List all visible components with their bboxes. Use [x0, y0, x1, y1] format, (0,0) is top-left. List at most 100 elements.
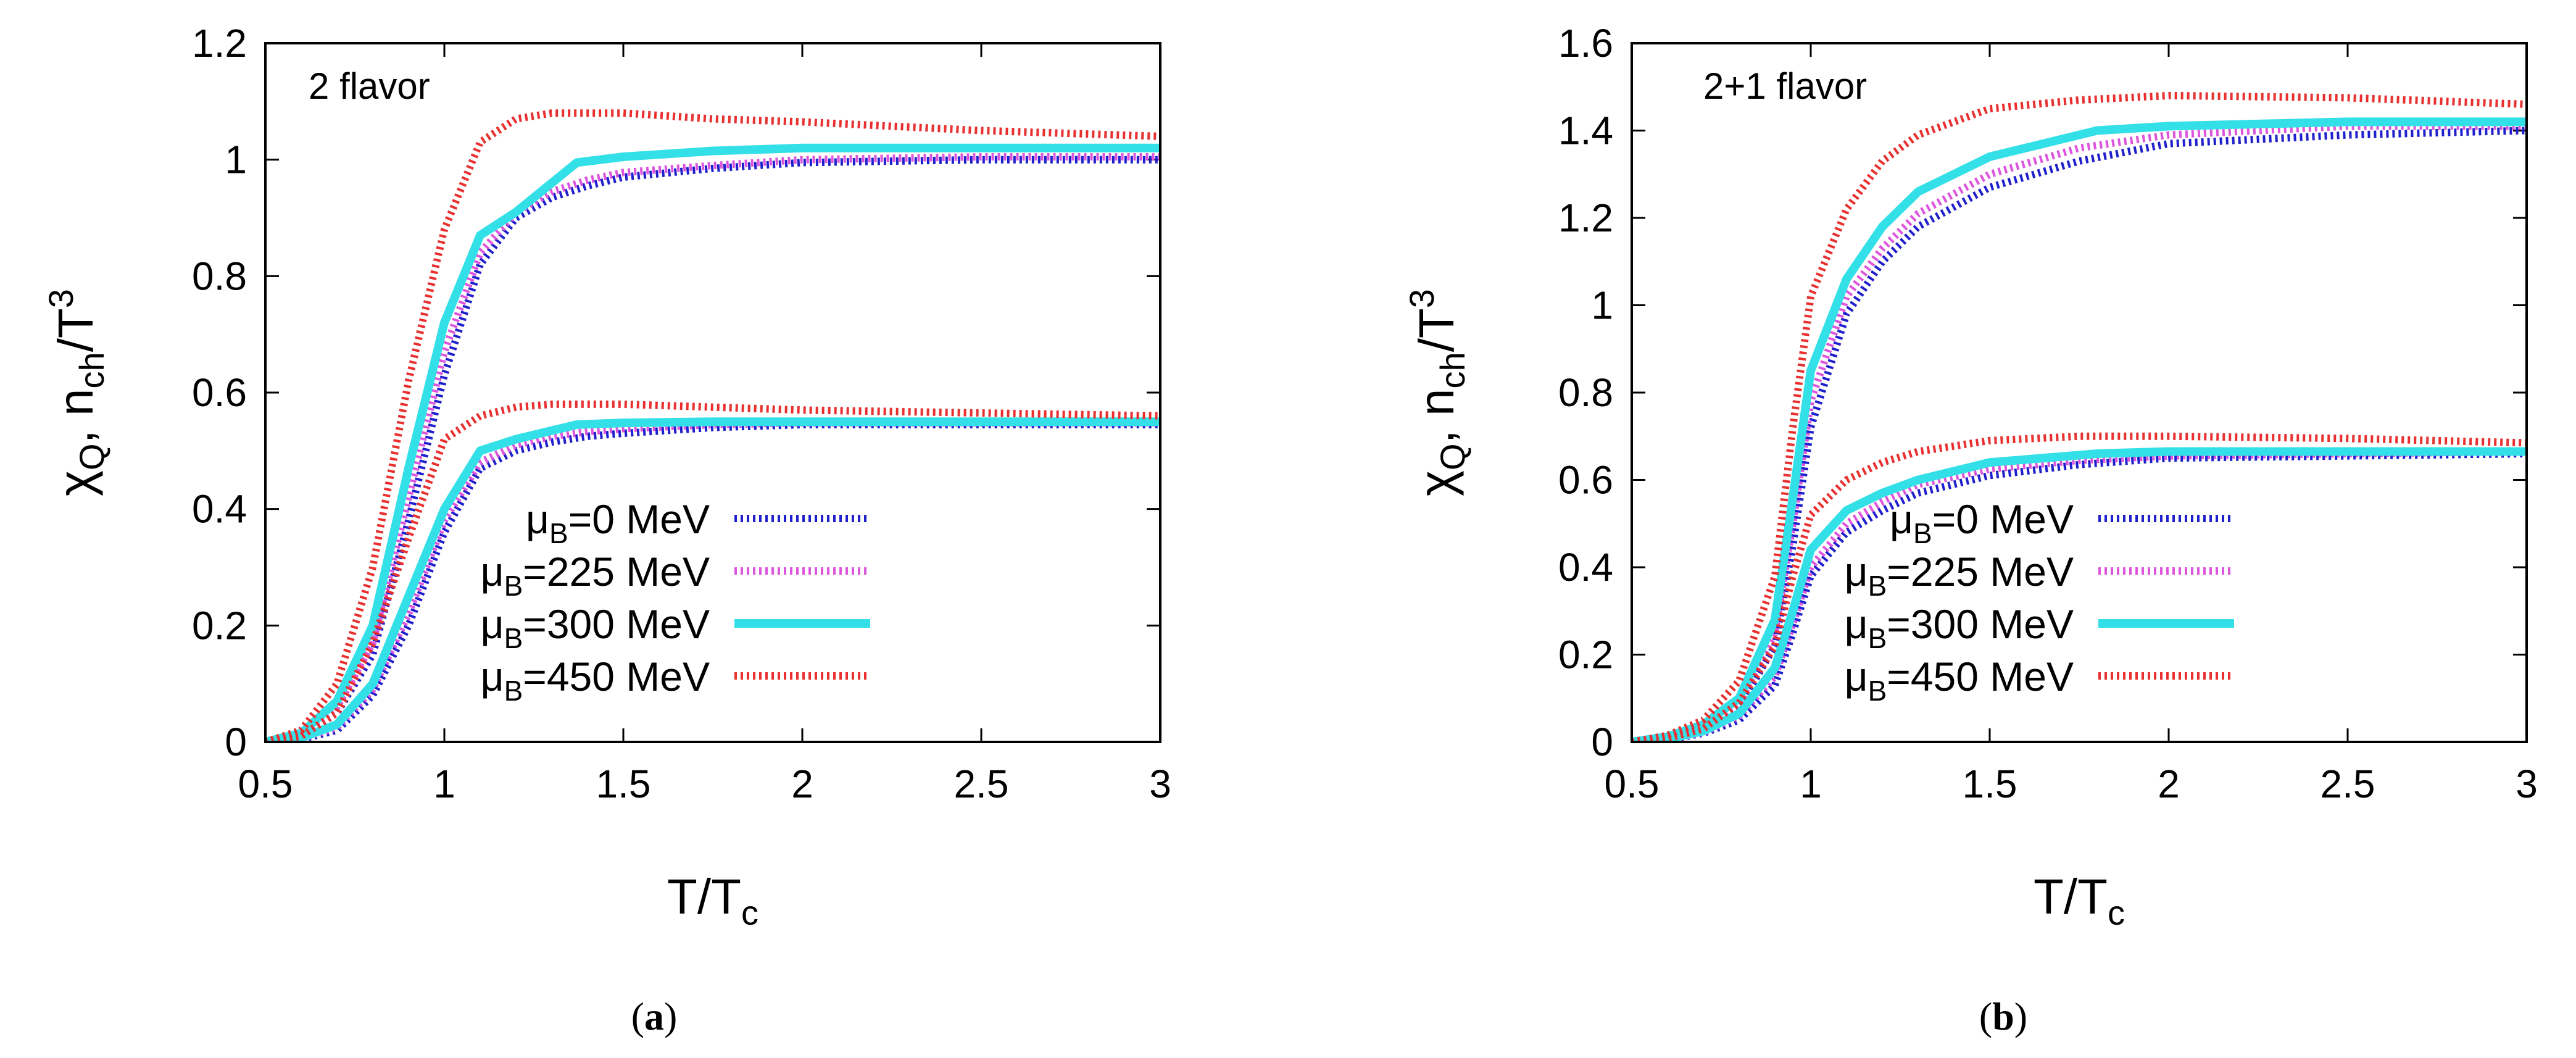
x-tick-label: 3: [2516, 762, 2538, 806]
y-tick-label: 0.2: [1558, 633, 1613, 677]
legend-mu: μ: [1845, 654, 1868, 699]
legend-sub: B: [1913, 517, 1932, 549]
legend-sub: B: [1868, 622, 1887, 654]
legend-label: μB=300 MeV: [1845, 601, 2074, 654]
axis-ticks: 0.5 1 1.5 2 2.5 3 0 0.2 0.4 0.6 0.8 1 1.2: [192, 21, 1171, 806]
series-line-3-upper: [1632, 91, 2527, 742]
y-label-tail: /T: [48, 308, 103, 352]
x-tick-label: 2.5: [954, 762, 1009, 806]
x-tick-label: 3: [1149, 762, 1171, 806]
y-label-chi: χ: [1409, 470, 1464, 496]
legend-label: μB=225 MeV: [1845, 549, 2074, 602]
legend-mu: μ: [1845, 549, 1868, 594]
plot-frame: [264, 42, 1161, 743]
panel-caption-letter: a: [644, 994, 664, 1038]
series-line-1-upper: [265, 153, 1160, 742]
y-tick-label: 0: [1591, 720, 1613, 764]
legend-rest: =450 MeV: [523, 654, 710, 699]
legend-rest: =225 MeV: [523, 549, 710, 594]
legend-sub: B: [504, 622, 523, 654]
svg-text:χQ, nch/T3: χQ, nch/T3: [41, 289, 111, 496]
legend-sub: B: [1868, 570, 1887, 602]
legend-sub: B: [549, 517, 568, 549]
legend-label: μB=0 MeV: [526, 496, 710, 549]
x-axis-label: T/Tc: [2034, 869, 2125, 932]
y-axis-label: χQ, nch/T3: [41, 289, 111, 496]
y-label-sup: 3: [41, 289, 80, 308]
x-tick-label: 0.5: [1605, 762, 1660, 806]
legend-label: μB=0 MeV: [1890, 496, 2074, 549]
panel-caption-b: (b): [1979, 994, 2027, 1038]
x-tick-label: 1: [1800, 762, 1822, 806]
series-line-3-lower: [265, 400, 1160, 742]
series-lines: [265, 109, 1160, 742]
series-line-2-upper: [265, 143, 1160, 742]
y-tick-label: 1.2: [1558, 196, 1613, 240]
chart-panel-b: 0.5 1 1.5 2 2.5 3 0 0.2 0.4 0.6 0.8 1 1.2 1.4 1.6 2+1 …: [1402, 21, 2538, 1038]
series-line-2-upper: [1632, 117, 2527, 742]
y-tick-label: 0.4: [1558, 545, 1613, 589]
plot-frame: [1631, 42, 2528, 743]
series-line-0-upper: [265, 156, 1160, 742]
y-tick-label: 0.8: [1558, 370, 1613, 415]
x-label-main: T/T: [667, 869, 741, 924]
x-tick-label: 2.5: [2320, 762, 2375, 806]
series-line-0-lower: [265, 420, 1160, 742]
axis-ticks: 0.5 1 1.5 2 2.5 3 0 0.2 0.4 0.6 0.8 1 1.2 1.4 1.6: [1558, 21, 2538, 806]
y-tick-label: 0: [225, 720, 247, 764]
y-label-chi: χ: [48, 470, 103, 496]
x-label-main: T/T: [2034, 869, 2108, 924]
y-tick-label: 0.6: [192, 370, 247, 415]
legend-rest: =225 MeV: [1887, 549, 2074, 594]
legend-rest: =300 MeV: [1887, 601, 2074, 647]
series-line-3-upper: [265, 109, 1160, 742]
legend-mu: μ: [1890, 496, 1913, 542]
legend-sub: B: [1868, 675, 1887, 707]
y-label-n-sub: ch: [72, 352, 111, 388]
y-label-chi-sub: Q: [72, 443, 111, 470]
legend-rest: =0 MeV: [1932, 496, 2074, 542]
x-tick-label: 2: [2158, 762, 2180, 806]
y-axis-label: χQ, nch/T3: [1402, 289, 1472, 496]
y-tick-label: 1.2: [192, 21, 247, 65]
y-tick-label: 0.2: [192, 603, 247, 648]
y-tick-label: 1: [225, 138, 247, 182]
series-line-2-lower: [265, 417, 1160, 742]
x-tick-label: 0.5: [238, 762, 293, 806]
series-line-0-upper: [1632, 127, 2527, 742]
x-axis-label: T/Tc: [667, 869, 758, 932]
y-tick-label: 0.6: [1558, 458, 1613, 502]
series-line-3-lower: [1632, 432, 2527, 742]
chart-panel-a: 0.5 1 1.5 2 2.5 3 0 0.2 0.4 0.6 0.8 1 1.2 2 flavor χ…: [41, 21, 1171, 1038]
legend-rest: =300 MeV: [523, 601, 710, 647]
legend-label: μB=450 MeV: [481, 654, 710, 707]
panel-annotation: 2 flavor: [309, 65, 430, 107]
panel-annotation: 2+1 flavor: [1703, 65, 1867, 107]
legend-rest: =0 MeV: [568, 496, 710, 542]
x-tick-label: 1: [433, 762, 455, 806]
legend-mu: μ: [526, 496, 549, 542]
y-label-tail: /T: [1409, 308, 1464, 352]
series-lines: [1632, 91, 2527, 742]
legend-mu: μ: [481, 601, 504, 647]
x-label-sub: c: [741, 893, 758, 932]
y-label-n-sub: ch: [1433, 352, 1472, 388]
series-line-0-lower: [1632, 450, 2527, 742]
x-tick-label: 1.5: [596, 762, 651, 806]
y-tick-label: 1.4: [1558, 109, 1613, 153]
y-tick-label: 1.6: [1558, 21, 1613, 65]
legend-mu: μ: [1845, 601, 1868, 647]
y-tick-label: 0.8: [192, 254, 247, 298]
y-label-chi-sub: Q: [1433, 443, 1472, 470]
legend-label: μB=450 MeV: [1845, 654, 2074, 707]
legend-label: μB=300 MeV: [481, 601, 710, 654]
legend-mu: μ: [481, 549, 504, 594]
legend-sub: B: [504, 675, 523, 707]
legend-mu: μ: [481, 654, 504, 699]
y-tick-label: 0.4: [192, 487, 247, 531]
legend-label: μB=225 MeV: [481, 549, 710, 602]
legend-rest: =450 MeV: [1887, 654, 2074, 699]
